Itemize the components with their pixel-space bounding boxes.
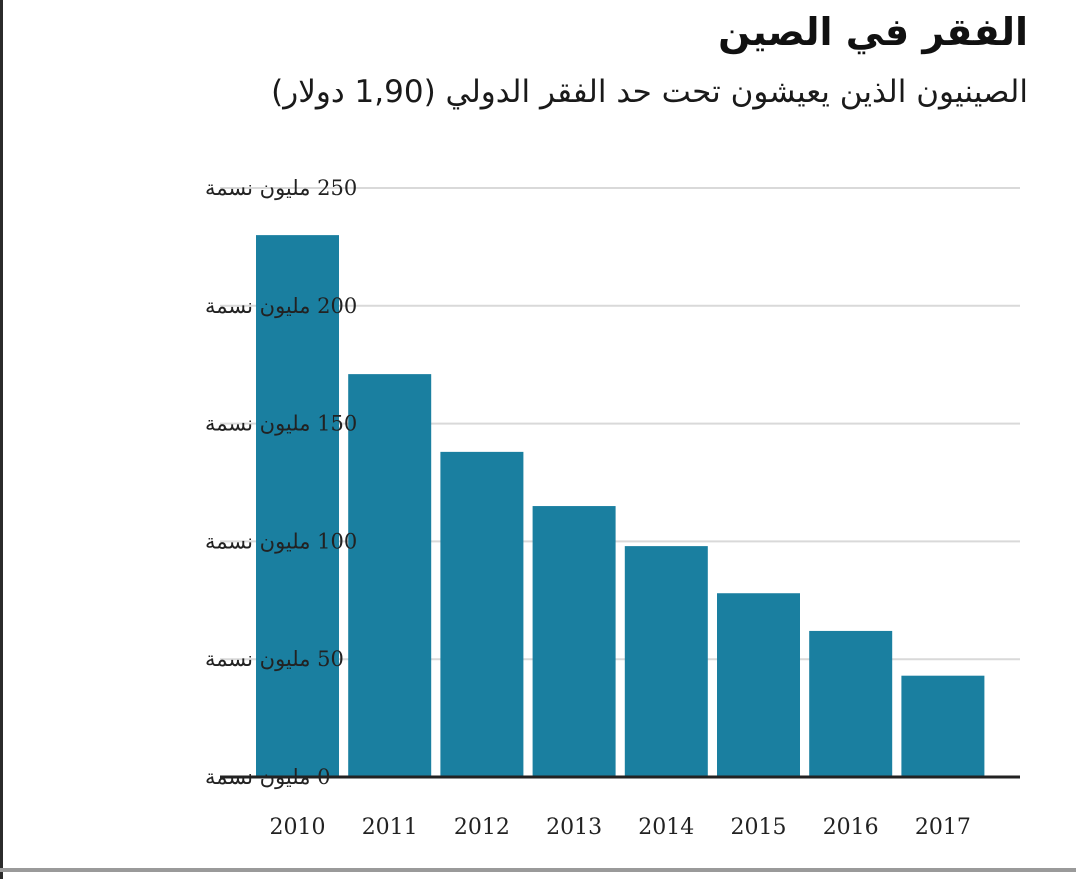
bar-2014 (624, 546, 708, 777)
chart-subtitle: الصينيون الذين يعيشون تحت حد الفقر الدول… (271, 74, 1028, 110)
x-tick-label: 2014 (638, 815, 694, 840)
bars (256, 235, 985, 777)
x-axis-tick-labels: 2010 2011 2012 2013 2014 2015 2016 2017 (270, 815, 971, 840)
x-tick-label: 2015 (731, 815, 787, 840)
x-tick-label: 2010 (270, 815, 326, 840)
x-tick-label: 2011 (362, 815, 418, 840)
x-tick-label: 2012 (454, 815, 510, 840)
x-tick-label: 2016 (823, 815, 879, 840)
y-tick-label: 200 مليون نسمة (205, 294, 357, 319)
y-tick-label: 150 مليون نسمة (205, 412, 357, 437)
y-tick-label: 250 مليون نسمة (205, 176, 357, 201)
bar-2016 (809, 630, 893, 777)
bar-2017 (901, 675, 985, 777)
x-tick-label: 2017 (915, 815, 971, 840)
bar-2012 (440, 451, 524, 777)
left-border (0, 0, 3, 879)
chart-title: الفقر في الصين (718, 10, 1028, 54)
bottom-border (0, 868, 1076, 872)
y-tick-label: 100 مليون نسمة (205, 529, 357, 554)
bar-2011 (348, 374, 432, 777)
bar-2010 (256, 235, 339, 777)
bar-2013 (532, 506, 616, 777)
y-tick-label: 50 مليون نسمة (205, 647, 344, 672)
bar-2015 (717, 593, 800, 777)
x-tick-label: 2013 (546, 815, 602, 840)
